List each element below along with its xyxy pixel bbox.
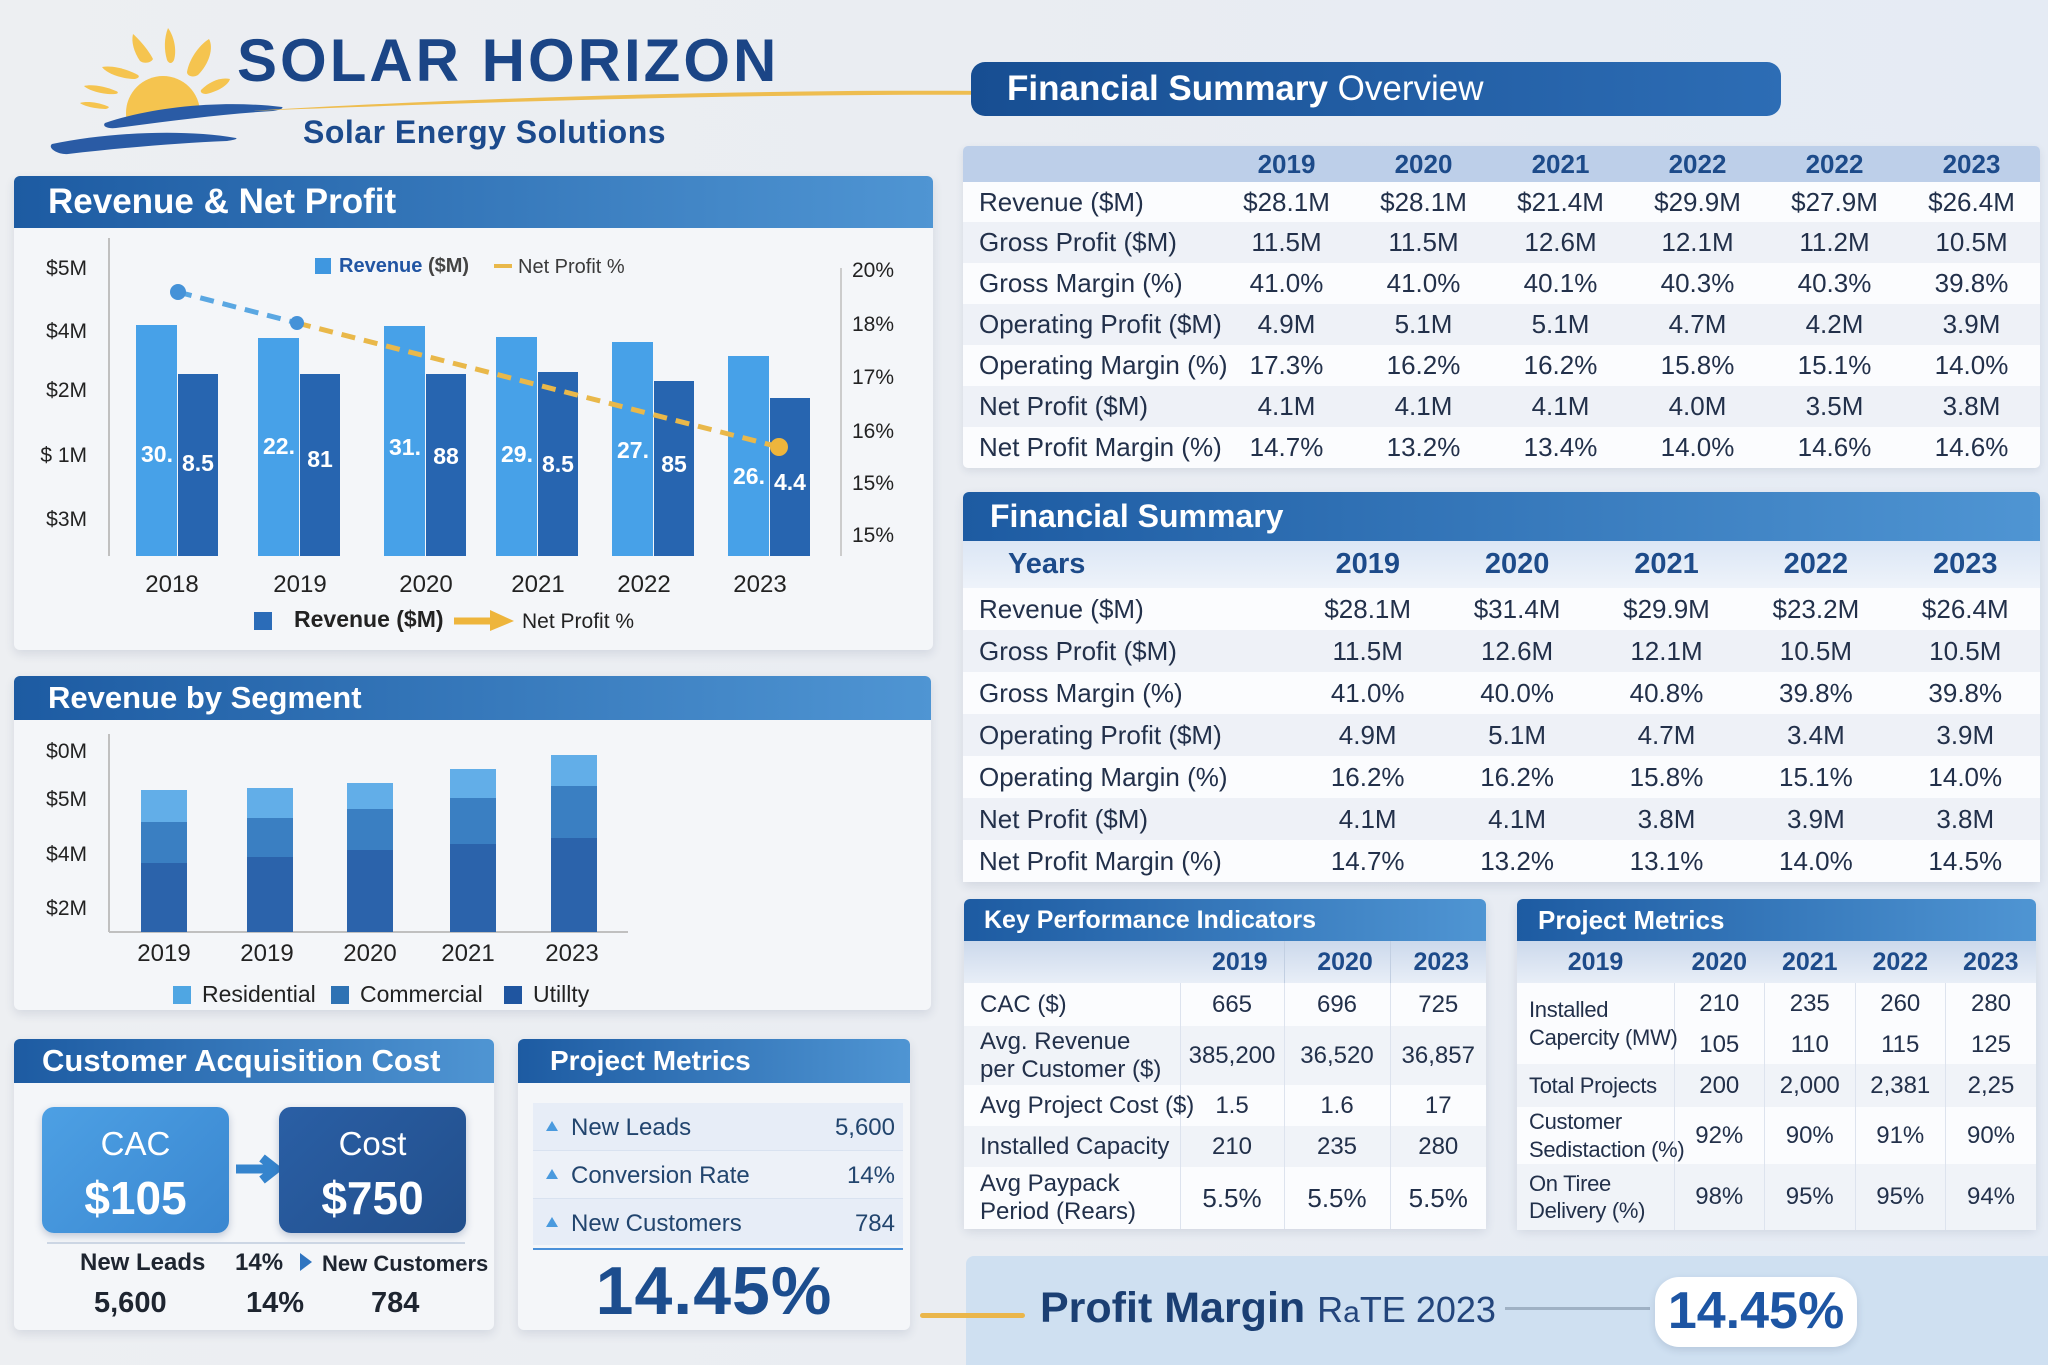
svg-text:2023: 2023 xyxy=(545,940,598,967)
svg-text:2021: 2021 xyxy=(511,571,564,598)
svg-text:Net Profit %: Net Profit % xyxy=(518,256,625,278)
svg-text:30.: 30. xyxy=(141,441,173,467)
svg-text:$4M: $4M xyxy=(46,320,87,343)
svg-text:$2M: $2M xyxy=(46,897,87,920)
svg-text:18%: 18% xyxy=(852,313,894,336)
svg-text:$ 1M: $ 1M xyxy=(40,444,87,467)
svg-text:8.5: 8.5 xyxy=(542,451,574,477)
svg-text:17%: 17% xyxy=(852,366,894,389)
svg-text:$4M: $4M xyxy=(46,843,87,866)
svg-text:$5M: $5M xyxy=(46,788,87,811)
svg-text:Residential: Residential xyxy=(202,981,316,1007)
svg-text:2020: 2020 xyxy=(399,571,452,598)
svg-text:Net Profit %: Net Profit % xyxy=(522,610,634,633)
svg-text:26.: 26. xyxy=(733,463,765,489)
svg-text:31.: 31. xyxy=(389,434,421,460)
svg-text:2021: 2021 xyxy=(441,940,494,967)
svg-text:$2M: $2M xyxy=(46,379,87,402)
svg-text:2023: 2023 xyxy=(733,571,786,598)
svg-text:2018: 2018 xyxy=(145,571,198,598)
svg-text:2019: 2019 xyxy=(137,940,190,967)
svg-text:Revenue ($M): Revenue ($M) xyxy=(294,606,444,632)
svg-text:Commercial: Commercial xyxy=(360,981,483,1007)
svg-text:Revenue ($M): Revenue ($M) xyxy=(339,255,469,277)
svg-text:88: 88 xyxy=(433,443,459,469)
svg-text:15%: 15% xyxy=(852,524,894,547)
svg-text:85: 85 xyxy=(661,451,687,477)
svg-text:81: 81 xyxy=(307,446,333,472)
svg-text:2022: 2022 xyxy=(617,571,670,598)
svg-text:16%: 16% xyxy=(852,420,894,443)
svg-text:2020: 2020 xyxy=(343,940,396,967)
svg-text:27.: 27. xyxy=(617,437,649,463)
svg-text:22.: 22. xyxy=(263,433,295,459)
svg-text:$3M: $3M xyxy=(46,508,87,531)
svg-text:2019: 2019 xyxy=(240,940,293,967)
svg-text:2019: 2019 xyxy=(273,571,326,598)
svg-text:$0M: $0M xyxy=(46,740,87,763)
svg-text:4.4: 4.4 xyxy=(774,469,806,495)
svg-text:29.: 29. xyxy=(501,441,533,467)
svg-text:8.5: 8.5 xyxy=(182,450,214,476)
svg-text:Utillty: Utillty xyxy=(533,981,590,1007)
svg-text:$5M: $5M xyxy=(46,257,87,280)
svg-text:15%: 15% xyxy=(852,472,894,495)
svg-text:20%: 20% xyxy=(852,259,894,282)
